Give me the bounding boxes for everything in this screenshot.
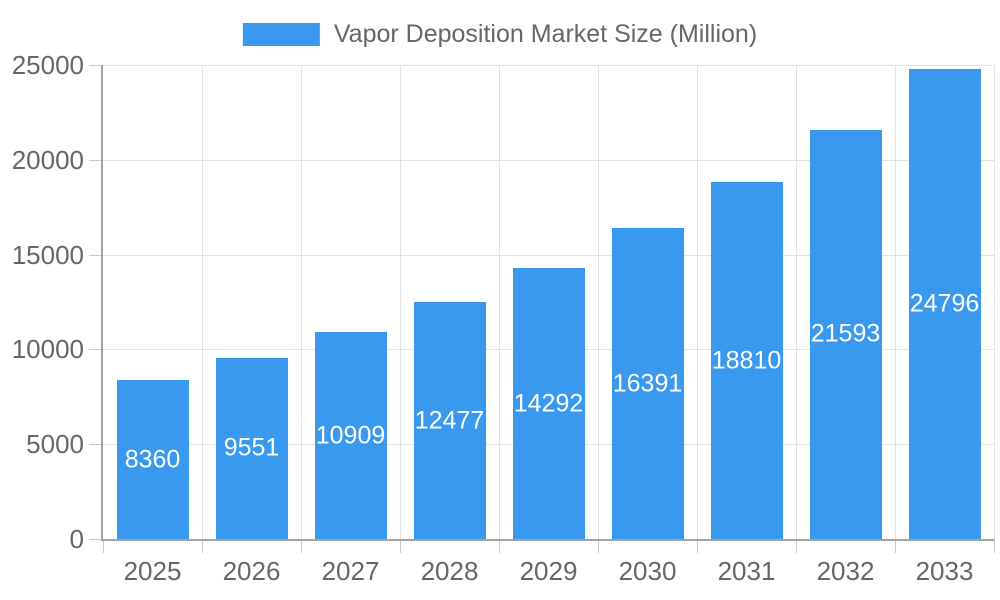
- x-tick: [598, 539, 599, 553]
- x-tick: [499, 539, 500, 553]
- bar[interactable]: [611, 228, 684, 539]
- x-axis-line: [101, 539, 994, 541]
- bar-value-label: 8360: [124, 445, 181, 474]
- x-gridline: [697, 65, 698, 539]
- bar-value-label: 21593: [810, 319, 881, 348]
- y-gridline: [103, 254, 994, 256]
- x-gridline: [499, 65, 500, 539]
- y-tick-label: 25000: [11, 50, 84, 80]
- bar[interactable]: [512, 268, 585, 539]
- bar[interactable]: [908, 68, 981, 539]
- x-tick: [103, 539, 104, 553]
- x-tick-label: 2029: [519, 556, 578, 586]
- x-tick: [796, 539, 797, 553]
- x-tick-label: 2025: [123, 556, 182, 586]
- y-tick: [89, 65, 103, 66]
- legend-swatch: [242, 23, 320, 46]
- y-tick-label: 5000: [26, 429, 84, 460]
- x-tick-label: 2028: [420, 556, 479, 586]
- y-tick-label: 15000: [11, 239, 84, 270]
- bar[interactable]: [314, 332, 387, 539]
- y-gridline: [103, 65, 994, 66]
- legend-label: Vapor Deposition Market Size (Million): [333, 20, 758, 48]
- y-tick: [89, 159, 103, 161]
- y-tick: [89, 444, 103, 446]
- y-gridline: [103, 159, 994, 161]
- y-tick: [89, 539, 103, 540]
- bar-value-label: 24796: [909, 289, 980, 318]
- bar-value-label: 12477: [414, 406, 485, 435]
- x-tick-label: 2030: [618, 556, 677, 586]
- x-tick-label: 2033: [915, 556, 974, 586]
- x-tick: [202, 539, 203, 553]
- bar[interactable]: [116, 380, 189, 539]
- legend-item[interactable]: Vapor Deposition Market Size (Million): [242, 20, 758, 49]
- bar-value-label: 18810: [711, 346, 782, 375]
- x-tick-label: 2027: [321, 556, 380, 586]
- x-gridline: [400, 65, 401, 539]
- bar[interactable]: [809, 129, 882, 539]
- x-gridline: [202, 65, 203, 539]
- x-gridline: [895, 65, 896, 539]
- bar-value-label: 14292: [513, 389, 584, 417]
- y-tick-label: 0: [69, 524, 84, 554]
- x-tick-label: 2026: [222, 556, 281, 586]
- y-tick: [89, 349, 103, 351]
- x-tick-label: 2032: [816, 556, 875, 586]
- x-tick: [697, 539, 698, 553]
- x-gridline: [598, 65, 599, 539]
- bar[interactable]: [710, 182, 783, 539]
- bar-value-label: 16391: [612, 369, 683, 398]
- x-gridline: [796, 65, 797, 539]
- y-tick: [89, 254, 103, 256]
- x-tick: [301, 539, 302, 553]
- bar-value-label: 9551: [223, 433, 280, 462]
- x-tick-label: 2031: [717, 556, 776, 586]
- y-tick-label: 10000: [11, 334, 84, 365]
- x-tick: [994, 539, 995, 553]
- x-tick: [895, 539, 896, 553]
- y-tick-label: 20000: [11, 144, 84, 175]
- bar[interactable]: [413, 302, 486, 539]
- x-tick: [400, 539, 401, 553]
- x-gridline: [301, 65, 302, 539]
- x-gridline: [994, 65, 995, 539]
- bar[interactable]: [215, 357, 288, 539]
- y-axis-line: [101, 65, 103, 541]
- bar-value-label: 10909: [315, 421, 386, 450]
